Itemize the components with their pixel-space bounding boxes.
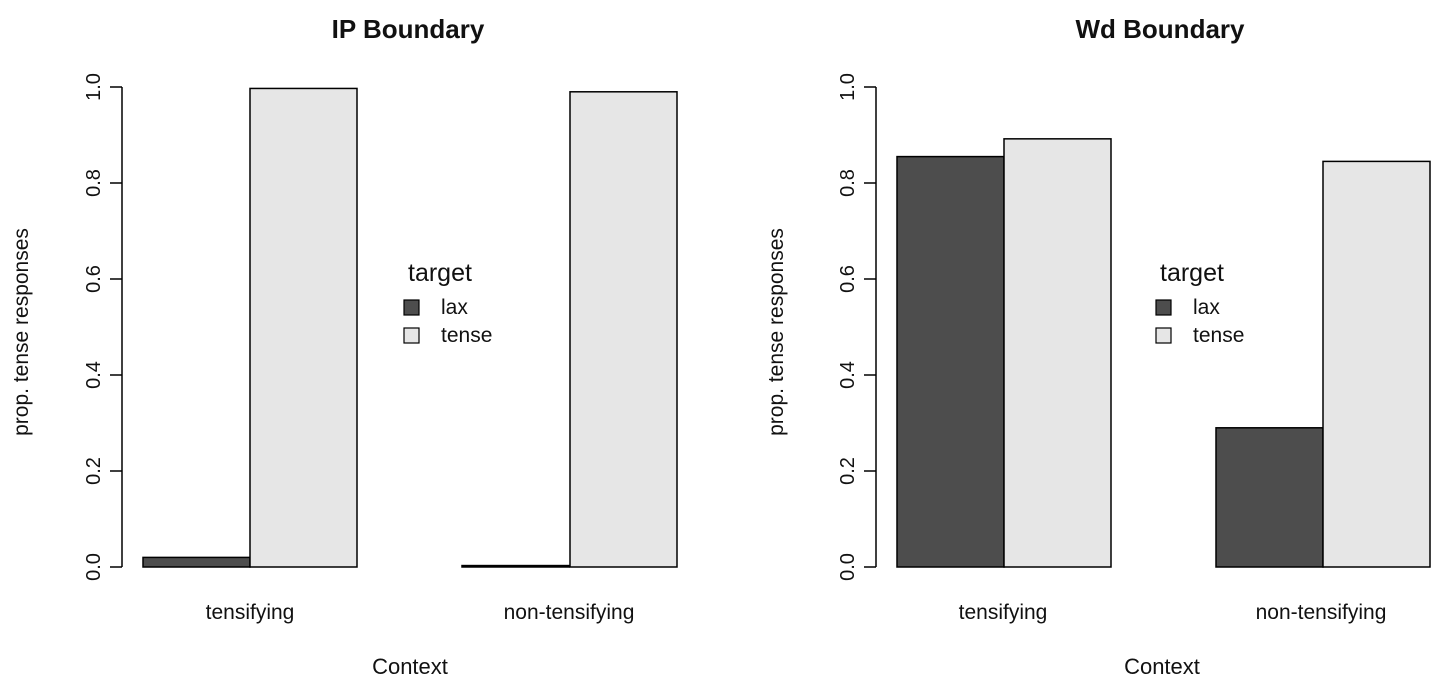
y-tick-label: 0.0 bbox=[837, 553, 859, 581]
chart-title: IP Boundary bbox=[332, 14, 485, 44]
x-axis-label: Context bbox=[372, 654, 448, 679]
legend-label-tense: tense bbox=[1193, 324, 1244, 347]
legend-title: target bbox=[408, 259, 472, 287]
y-tick-label: 1.0 bbox=[83, 73, 105, 101]
legend-swatch-tense bbox=[403, 327, 420, 344]
x-category-label: non-tensifying bbox=[504, 601, 635, 624]
bar-lax-non-tensifying bbox=[1215, 427, 1324, 568]
bar-tense-tensifying bbox=[1003, 138, 1112, 568]
legend-swatch-lax bbox=[403, 299, 420, 316]
legend-label-tense: tense bbox=[441, 324, 492, 347]
x-category-label: non-tensifying bbox=[1256, 601, 1387, 624]
y-tick-label: 0.6 bbox=[837, 265, 859, 293]
y-tick-label: 0.4 bbox=[83, 361, 105, 389]
x-axis-label: Context bbox=[1124, 654, 1200, 679]
chart-panel-1: IP Boundary 0.0 0.2 0.4 0.6 0.8 1.0 prop. tense… bbox=[10, 14, 678, 679]
y-axis-label: prop. tense responses bbox=[765, 228, 788, 436]
y-tick-label: 0.8 bbox=[837, 169, 859, 197]
legend: target lax tense bbox=[403, 259, 492, 347]
legend-swatch-tense bbox=[1155, 327, 1172, 344]
x-category-label: tensifying bbox=[959, 601, 1048, 624]
y-axis-label: prop. tense responses bbox=[10, 228, 33, 436]
bar-lax-tensifying bbox=[142, 556, 251, 568]
bar-lax-non-tensifying bbox=[461, 564, 570, 568]
legend-label-lax: lax bbox=[1193, 296, 1220, 319]
y-tick-label: 1.0 bbox=[837, 73, 859, 101]
legend-title: target bbox=[1160, 259, 1224, 287]
legend-label-lax: lax bbox=[441, 296, 468, 319]
bar-lax-tensifying bbox=[896, 155, 1005, 568]
y-tick-label: 0.6 bbox=[83, 265, 105, 293]
legend: target lax tense bbox=[1155, 259, 1244, 347]
chart-panel-2: Wd Boundary 0.0 0.2 0.4 0.6 0.8 1.0 prop. tense… bbox=[765, 14, 1431, 679]
legend-swatch-lax bbox=[1155, 299, 1172, 316]
x-category-label: tensifying bbox=[206, 601, 295, 624]
y-tick-label: 0.2 bbox=[83, 457, 105, 485]
bar-tense-non-tensifying bbox=[569, 91, 678, 568]
chart-title: Wd Boundary bbox=[1076, 14, 1246, 44]
y-tick-label: 0.2 bbox=[837, 457, 859, 485]
bar-tense-tensifying bbox=[249, 87, 358, 568]
y-tick-label: 0.0 bbox=[83, 553, 105, 581]
y-tick-label: 0.8 bbox=[83, 169, 105, 197]
bar-tense-non-tensifying bbox=[1322, 160, 1431, 568]
y-tick-label: 0.4 bbox=[837, 361, 859, 389]
